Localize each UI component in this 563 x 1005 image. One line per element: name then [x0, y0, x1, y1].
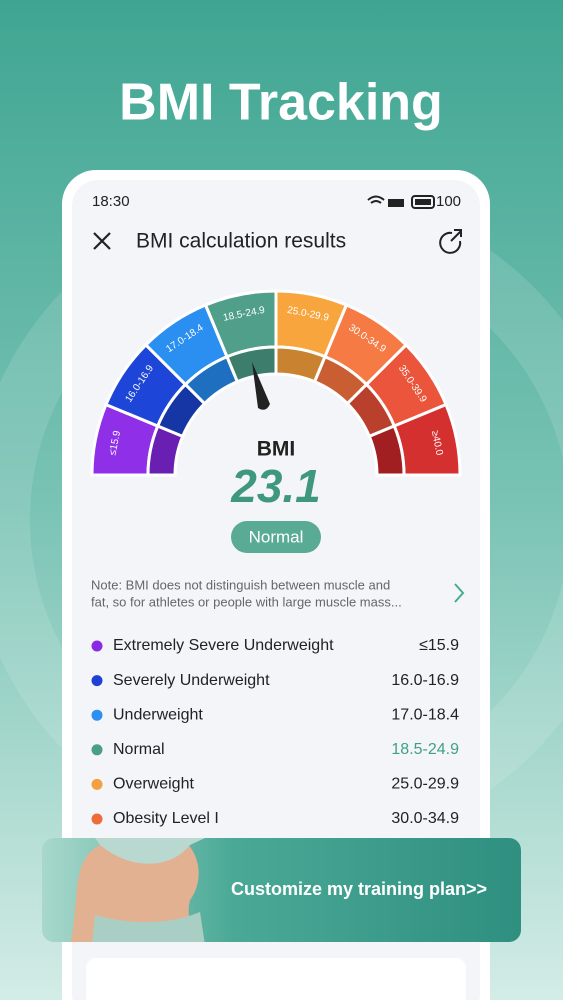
category-range: ≤15.9 — [419, 637, 459, 654]
category-name: Obesity Level I — [113, 810, 219, 827]
gauge: ≤15.916.0-16.917.0-18.418.5-24.9 25.0-29.… — [90, 289, 462, 477]
battery-level — [415, 199, 431, 205]
category-dot — [91, 640, 103, 652]
category-dot — [91, 709, 103, 721]
banner-figure-bottom — [92, 912, 205, 942]
share-button[interactable] — [439, 229, 462, 254]
category-range: 16.0-16.9 — [391, 672, 459, 689]
bmi-value: 23.1 — [230, 460, 321, 512]
gauge-segment-inner — [367, 424, 406, 477]
page-title: BMI Tracking — [119, 74, 443, 132]
category-name: Normal — [113, 741, 165, 758]
battery-text: 100 — [436, 193, 461, 210]
note-line: fat, so for athletes or people with larg… — [91, 594, 402, 609]
close-button[interactable] — [93, 232, 111, 250]
category-name: Severely Underweight — [113, 672, 270, 689]
banner-text[interactable]: Customize my training plan>> — [231, 879, 487, 899]
note-line: Note: BMI does not distinguish between m… — [91, 577, 390, 592]
category-name: Overweight — [113, 776, 194, 793]
header-title: BMI calculation results — [136, 230, 346, 253]
gauge-segment-label: ≥40.0 — [429, 430, 445, 457]
battery-icon — [411, 195, 435, 209]
gauge-label: BMI — [257, 438, 296, 461]
category-dot — [91, 744, 103, 756]
category-range: 18.5-24.9 — [391, 741, 459, 758]
banner[interactable] — [42, 838, 521, 945]
category-range: 30.0-34.9 — [391, 810, 459, 827]
note-more[interactable] — [454, 583, 465, 603]
gauge-needle — [252, 362, 270, 410]
category-range: 25.0-29.9 — [391, 776, 459, 793]
signal-icon — [388, 199, 404, 207]
banner-figure-top — [95, 838, 205, 864]
gauge-segment-label: ≤15.9 — [107, 429, 123, 456]
category-name: Underweight — [113, 706, 203, 723]
category-list: Extremely Severe Underweight ≤15.9 Severel… — [91, 637, 459, 827]
category-dot — [91, 778, 103, 790]
card — [86, 958, 466, 1005]
category-dot — [91, 675, 103, 687]
category-dot — [91, 813, 103, 825]
category-pill — [231, 521, 321, 553]
category-range: 17.0-18.4 — [391, 706, 459, 723]
wifi-icon — [367, 195, 385, 204]
category-text: Normal — [249, 527, 304, 546]
category-name: Extremely Severe Underweight — [113, 637, 334, 654]
status-time: 18:30 — [92, 193, 130, 210]
